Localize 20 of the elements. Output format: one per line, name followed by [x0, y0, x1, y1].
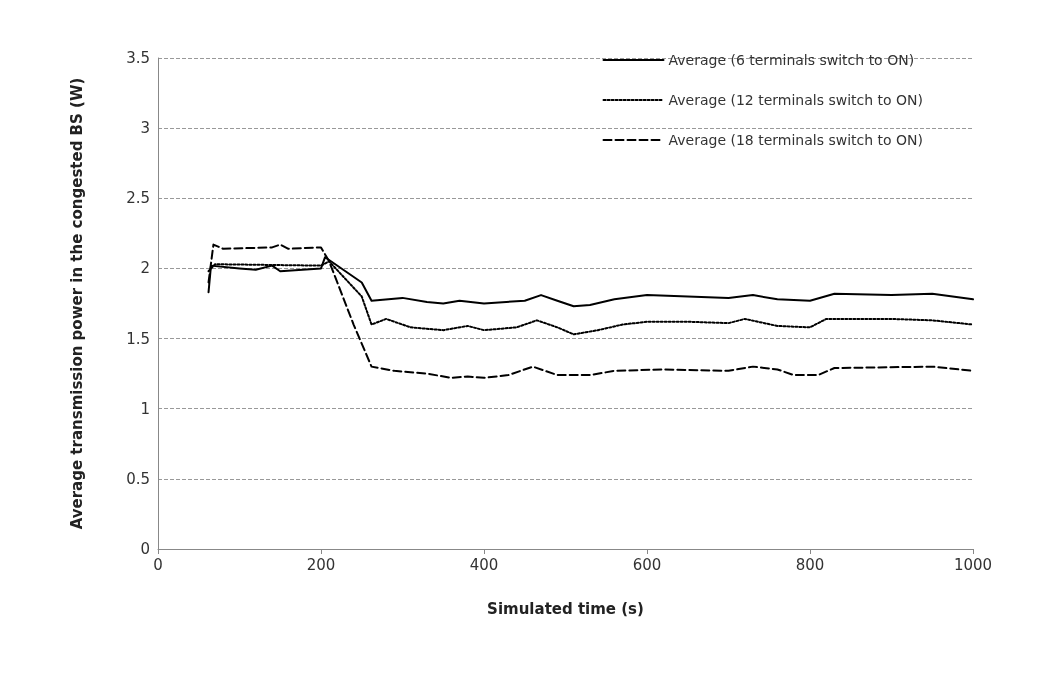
y-tick-label: 3	[140, 119, 150, 138]
y-tick-label: 1.5	[126, 329, 150, 348]
x-tick-label: 400	[469, 555, 499, 574]
y-tick-label: 1	[140, 399, 150, 418]
x-axis-title: Simulated time (s)	[487, 599, 644, 618]
y-tick-label: 0.5	[126, 469, 150, 488]
y-tick-label: 0	[140, 540, 150, 558]
x-tick-label: 1000	[953, 555, 993, 574]
legend-label: Average (18 terminals switch to ON)	[668, 132, 923, 148]
y-axis-title: Average transmission power in the congested BS (W)	[68, 77, 86, 530]
y-tick-label: 2	[140, 259, 150, 278]
line-series	[207, 243, 974, 379]
legend-label: Average (12 terminals switch to ON)	[668, 92, 923, 108]
y-tick-label: 3.5	[126, 49, 150, 67]
x-tick-label: 200	[306, 555, 336, 574]
legend-label: Average (6 terminals switch to ON)	[668, 52, 915, 68]
y-tick-label: 2.5	[126, 189, 150, 208]
x-tick-label: 800	[795, 555, 825, 574]
x-tick-label: 600	[632, 555, 662, 574]
x-tick-label: 0	[153, 555, 163, 574]
